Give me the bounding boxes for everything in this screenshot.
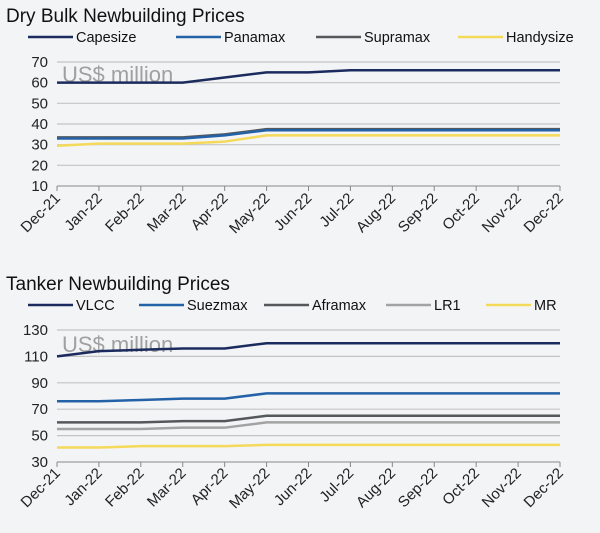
x-tick-label: May-22 [226,190,273,237]
legend-label-panamax: Panamax [224,30,286,46]
x-tick-label: Oct-22 [439,190,483,234]
x-tick-label: Aug-22 [353,465,399,511]
y-tick-label: 20 [31,157,48,174]
x-tick-label: Jun-22 [271,190,315,234]
x-tick-label: Feb-22 [102,465,148,511]
x-tick-label: Dec-21 [18,190,64,236]
y-tick-label: 40 [31,116,48,133]
series-line-suezmax [57,392,560,403]
x-tick-label: Dec-21 [18,465,64,511]
y-tick-label: 30 [31,454,48,471]
y-tick-label: 70 [31,54,48,71]
y-tick-label: 10 [31,178,48,195]
x-tick-label: Dec-22 [521,465,567,511]
x-tick-label: Jan-22 [61,465,105,509]
x-tick-label: Aug-22 [353,190,399,236]
y-tick-label: 130 [23,322,48,339]
legend-label-suezmax: Suezmax [187,298,248,314]
x-tick-label: Jan-22 [61,190,105,234]
chart-title: Dry Bulk Newbuilding Prices [6,6,245,27]
legend-label-vlcc: VLCC [76,298,115,314]
legend-label-aframax: Aframax [312,298,367,314]
legend-label-supramax: Supramax [364,30,431,46]
legend-label-lr1: LR1 [434,298,461,314]
x-tick-label: Jul-22 [316,465,357,506]
series-line-mr [57,443,560,449]
x-tick-label: Dec-22 [521,190,567,236]
y-tick-label: 70 [31,401,48,418]
x-tick-label: Nov-22 [479,190,525,236]
legend-label-mr: MR [534,298,557,314]
y-tick-label: 50 [31,95,48,112]
y-tick-label: 110 [24,348,48,365]
dry-bulk-chart: Dry Bulk Newbuilding Prices Capesize Panam… [6,6,574,237]
x-tick-label: Sep-22 [395,465,441,511]
x-tick-label: Apr-22 [188,190,232,234]
tanker-chart: Tanker Newbuilding Prices VLCC Suezmax Afra… [6,274,567,512]
y-tick-label: 90 [31,375,48,392]
x-tick-label: Jul-22 [316,190,357,231]
x-tick-label: Jun-22 [271,465,315,509]
x-tick-label: May-22 [226,465,273,512]
chart-title: Tanker Newbuilding Prices [6,274,230,295]
x-tick-label: Mar-22 [144,465,190,511]
x-tick-label: Oct-22 [439,465,483,509]
x-tick-label: Mar-22 [144,190,190,236]
legend-label-handysize: Handysize [506,30,574,46]
y-tick-label: 60 [31,75,48,92]
legend-label-capesize: Capesize [76,30,136,46]
x-tick-label: Nov-22 [479,465,525,511]
x-tick-label: Sep-22 [395,190,441,236]
y-tick-label: 50 [31,428,48,445]
x-tick-label: Feb-22 [102,190,148,236]
y-tick-label: 30 [31,137,48,154]
x-tick-label: Apr-22 [188,465,232,509]
